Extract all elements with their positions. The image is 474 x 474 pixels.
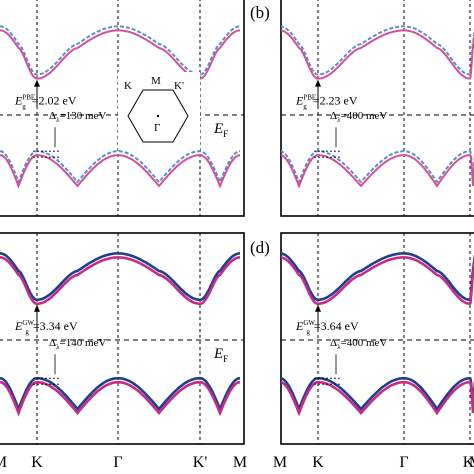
bz-label-k: K (124, 80, 132, 92)
x-tick-label: M (233, 454, 247, 471)
gap-arrowhead (34, 79, 40, 87)
band-valence-series-1 (281, 154, 474, 189)
x-tick-label: K (312, 454, 324, 471)
bz-gamma-point (156, 114, 160, 118)
band-conduction-series-1 (281, 256, 474, 306)
soc-label: Δλ=130 meV (49, 110, 106, 124)
bz-label-m: M (151, 75, 161, 87)
ef-label: EF (213, 121, 228, 139)
soc-label: Δλ=140 meV (49, 337, 106, 351)
band-conduction-series-1 (0, 256, 240, 306)
band-valence-series-1 (281, 380, 474, 417)
ef-label: EF (213, 346, 228, 364)
x-tick-label: Γ (113, 454, 122, 471)
band-valence-series-0 (0, 150, 241, 185)
x-tick-label: M (0, 454, 7, 471)
panel-label: (d) (250, 238, 270, 257)
panel-frame (280, 0, 474, 217)
panel-plot-area (281, 233, 474, 444)
gap-label: EPBE g =2.23 eV (295, 94, 358, 111)
bz-hexagon (127, 89, 189, 143)
gap-label: EGW g =3.64 eV (295, 319, 359, 336)
bz-label-gamma: Γ (154, 122, 160, 134)
x-tick-label: M (469, 454, 474, 471)
soc-label: Δλ=400 meV (330, 337, 387, 351)
band-valence-series-0 (281, 376, 474, 413)
band-valence-series-1 (0, 380, 241, 417)
gap-label: EGW g =3.34 eV (14, 319, 78, 336)
band-valence-series-1 (0, 154, 241, 189)
x-tick-label: K' (193, 454, 208, 471)
x-tick-label: M (273, 454, 287, 471)
panel-plot-area (0, 233, 244, 444)
panel-plot-area (281, 0, 474, 216)
panel-label: (b) (250, 3, 270, 22)
gap-label: EPBE g =2.02 eV (14, 94, 77, 111)
bz-label-kp: K' (174, 80, 184, 92)
band-valence-series-0 (0, 376, 241, 413)
panel-frame (0, 232, 245, 445)
x-tick-label: K (31, 454, 43, 471)
band-conduction-series-1 (281, 29, 474, 80)
band-conduction-series-1 (0, 29, 240, 80)
panel-frame (0, 0, 245, 217)
gap-arrowhead (315, 79, 321, 87)
x-tick-label: Γ (399, 454, 408, 471)
x-tick-label: K' (463, 454, 474, 471)
band-conduction-series-0 (0, 25, 240, 76)
band-conduction-series-0 (0, 252, 240, 302)
soc-label: Δλ=400 meV (330, 110, 387, 124)
bz-inset-background (118, 72, 200, 150)
panel-frame (280, 232, 474, 445)
gap-arrowhead (34, 304, 40, 312)
gap-arrowhead (315, 304, 321, 312)
band-valence-series-0 (281, 150, 474, 185)
